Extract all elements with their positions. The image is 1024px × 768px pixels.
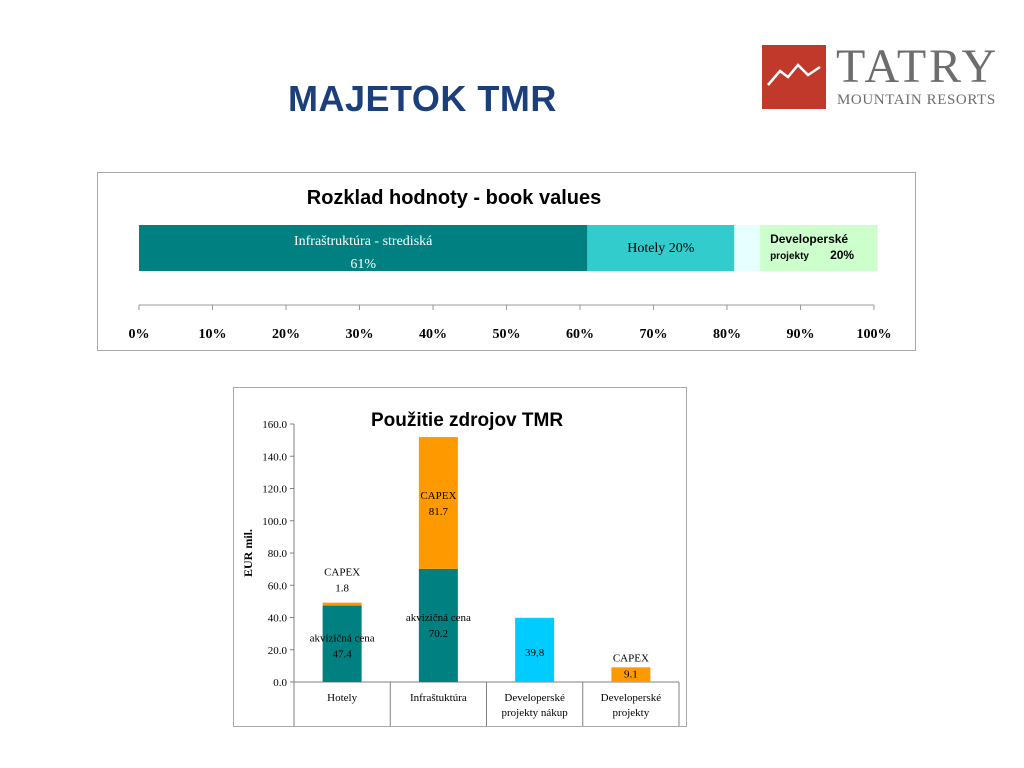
x-tick-label: 50% bbox=[493, 327, 521, 342]
chart-title: Použitie zdrojov TMR bbox=[371, 410, 563, 431]
y-tick-label: 60.0 bbox=[268, 580, 288, 592]
stack-bar bbox=[418, 437, 458, 569]
y-tick-label: 0.0 bbox=[273, 677, 287, 689]
stack-bar bbox=[322, 602, 362, 606]
y-tick-label: 140.0 bbox=[262, 451, 287, 463]
data-label: CAPEX bbox=[420, 490, 456, 502]
category-label: Developerské bbox=[504, 692, 565, 704]
category-label: projekty bbox=[613, 707, 650, 719]
tatry-logo: TATRY MOUNTAIN RESORTS bbox=[762, 40, 1018, 111]
logo-subtitle: MOUNTAIN RESORTS bbox=[837, 92, 996, 108]
x-tick-label: 90% bbox=[787, 327, 815, 342]
bar-segment bbox=[734, 225, 761, 271]
segment-label: projekty bbox=[770, 251, 809, 262]
data-label: CAPEX bbox=[324, 567, 360, 579]
data-label: 70.2 bbox=[429, 628, 448, 640]
data-label: akvizičná cena bbox=[406, 612, 471, 624]
stack-bar bbox=[418, 568, 458, 682]
x-tick-label: 60% bbox=[566, 327, 594, 342]
data-label: 81.7 bbox=[429, 506, 449, 518]
y-axis-label: EUR mil. bbox=[241, 529, 255, 577]
page-title: MAJETOK TMR bbox=[288, 78, 557, 119]
x-tick-label: 40% bbox=[419, 327, 447, 342]
x-tick-label: 0% bbox=[129, 327, 150, 342]
bar-segment bbox=[587, 225, 735, 271]
category-label: Hotely bbox=[327, 692, 357, 704]
y-tick-label: 80.0 bbox=[268, 548, 288, 560]
bar-segment bbox=[760, 225, 878, 271]
book-values-panel: Rozklad hodnoty - book values Infraštrukt… bbox=[97, 172, 916, 351]
data-label: akvizičná cena bbox=[310, 633, 375, 645]
data-label: CAPEX bbox=[613, 652, 649, 664]
category-label: Infraštuktúra bbox=[410, 692, 467, 704]
data-label: 39,8 bbox=[525, 647, 545, 659]
chart-title: Rozklad hodnoty - book values bbox=[307, 187, 601, 209]
stack-bar bbox=[611, 667, 651, 682]
category-label: projekty nákup bbox=[501, 707, 568, 719]
x-tick-label: 10% bbox=[199, 327, 227, 342]
y-tick-label: 40.0 bbox=[268, 613, 288, 625]
logo-wordmark: TATRY bbox=[836, 40, 1000, 93]
x-tick-label: 70% bbox=[640, 327, 668, 342]
segment-label: 61% bbox=[350, 257, 376, 272]
x-tick-label: 20% bbox=[272, 327, 300, 342]
segment-label: 20% bbox=[830, 248, 854, 262]
data-label: 1.8 bbox=[335, 583, 349, 595]
sources-panel: Použitie zdrojov TMR 0.0 20.0 40.0 60.0 80.0 1… bbox=[233, 387, 687, 727]
y-tick-label: 160.0 bbox=[262, 419, 287, 431]
sources-chart: Použitie zdrojov TMR 0.0 20.0 40.0 60.0 80.0 1… bbox=[241, 410, 680, 726]
bar-segment bbox=[139, 225, 588, 271]
x-tick-label: 80% bbox=[713, 327, 741, 342]
segment-label: Hotely 20% bbox=[627, 241, 695, 256]
mountain-logo-icon bbox=[762, 45, 826, 109]
data-label: 47.4 bbox=[333, 649, 353, 661]
y-tick-label: 120.0 bbox=[262, 484, 287, 496]
x-tick-label: 30% bbox=[346, 327, 374, 342]
x-tick-label: 100% bbox=[857, 327, 892, 342]
book-values-chart: Rozklad hodnoty - book values Infraštrukt… bbox=[129, 187, 892, 342]
category-label: Developerské bbox=[601, 692, 662, 704]
stack-bar bbox=[515, 617, 555, 682]
stack-bar bbox=[322, 605, 362, 682]
segment-label: Developerské bbox=[770, 232, 848, 246]
y-tick-label: 20.0 bbox=[268, 645, 288, 657]
segment-label: Infraštruktúra - strediská bbox=[294, 234, 433, 249]
data-label: 9.1 bbox=[624, 668, 638, 680]
y-tick-label: 100.0 bbox=[262, 516, 287, 528]
